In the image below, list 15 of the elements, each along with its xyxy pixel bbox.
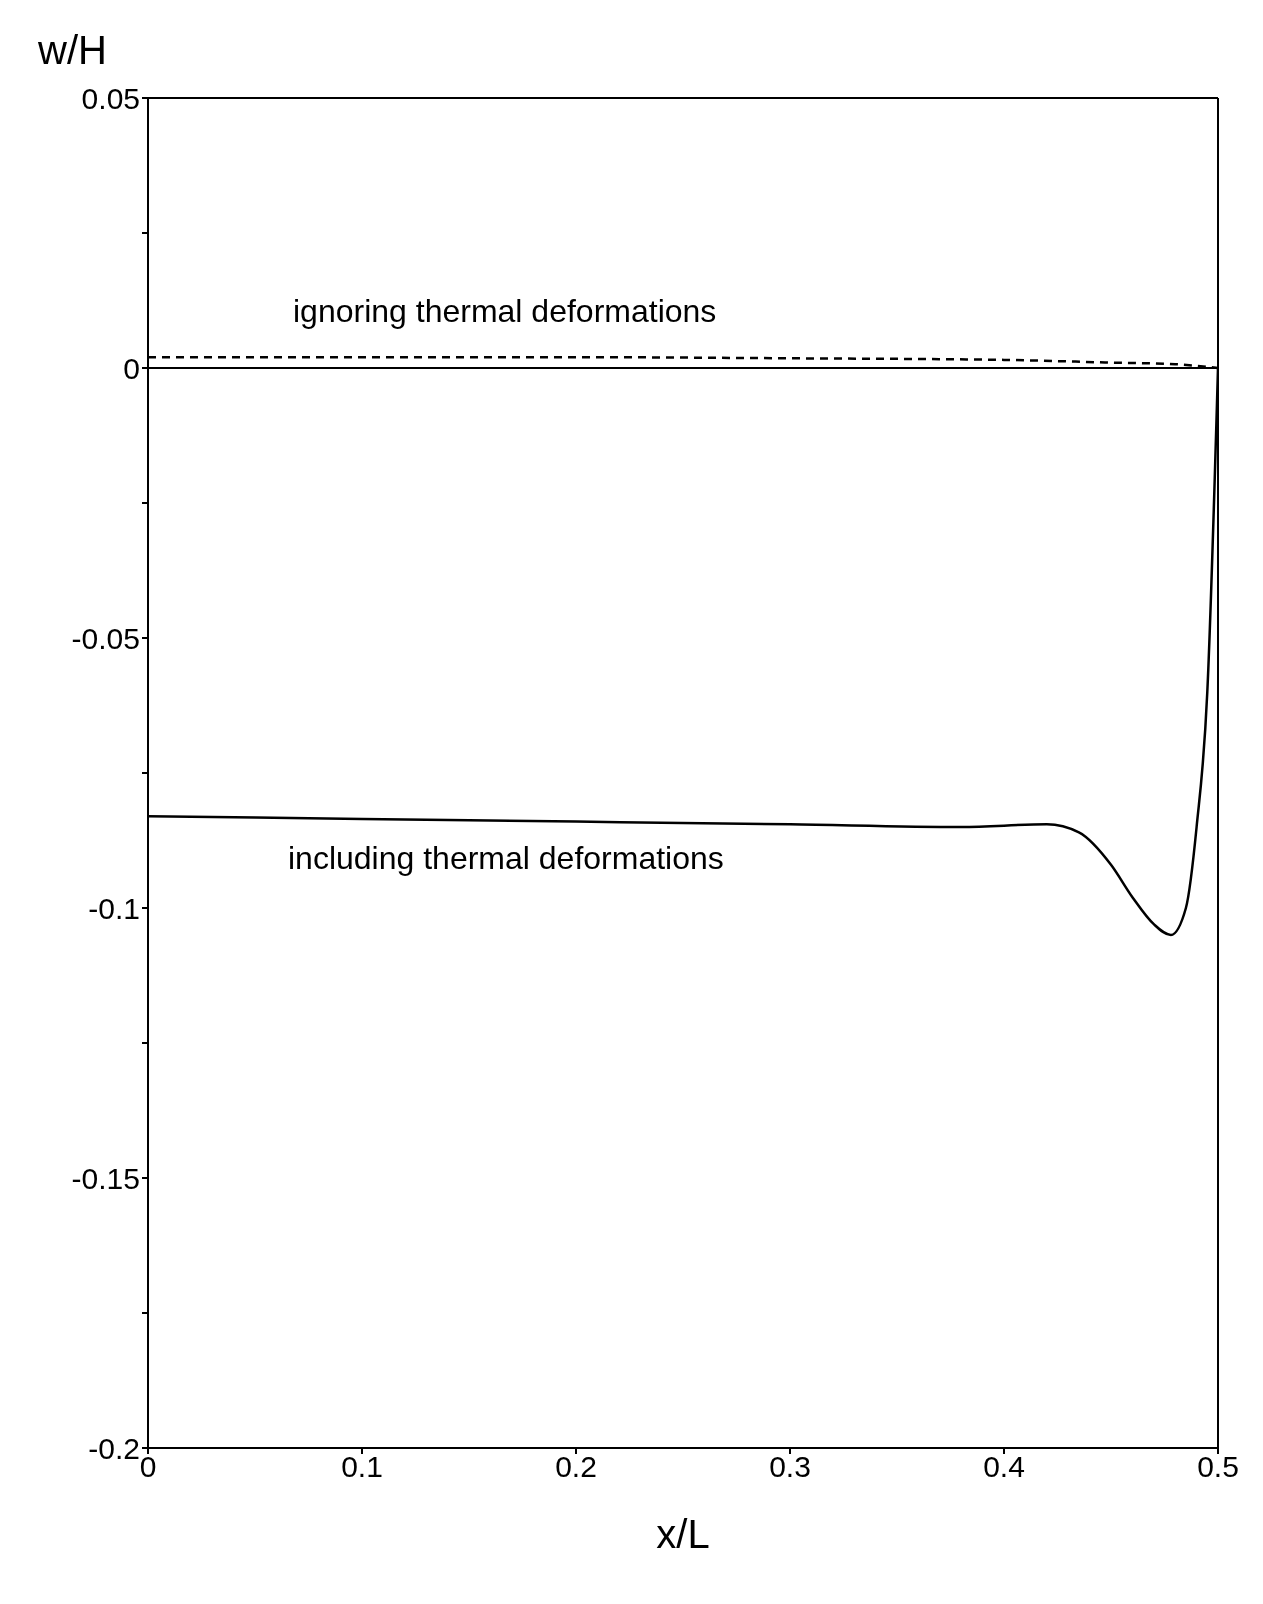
y-tick-label: -0.2 bbox=[88, 1431, 140, 1465]
y-tick-label: 0 bbox=[123, 351, 140, 385]
x-tick-label: 0.4 bbox=[983, 1450, 1025, 1484]
x-tick-label: 0.2 bbox=[555, 1450, 597, 1484]
y-tick-label: -0.15 bbox=[71, 1161, 140, 1195]
y-axis-title: w/H bbox=[38, 28, 107, 73]
x-tick-label: 0.5 bbox=[1197, 1450, 1239, 1484]
x-tick-label: 0.1 bbox=[341, 1450, 383, 1484]
y-tick-label: -0.1 bbox=[88, 891, 140, 925]
annotation: ignoring thermal deformations bbox=[293, 293, 717, 330]
annotation: including thermal deformations bbox=[288, 840, 724, 877]
x-axis-title: x/L bbox=[656, 1512, 710, 1556]
y-tick-label: -0.05 bbox=[71, 621, 140, 655]
x-tick-label: 0.3 bbox=[769, 1450, 811, 1484]
y-tick-label: 0.05 bbox=[81, 81, 140, 115]
